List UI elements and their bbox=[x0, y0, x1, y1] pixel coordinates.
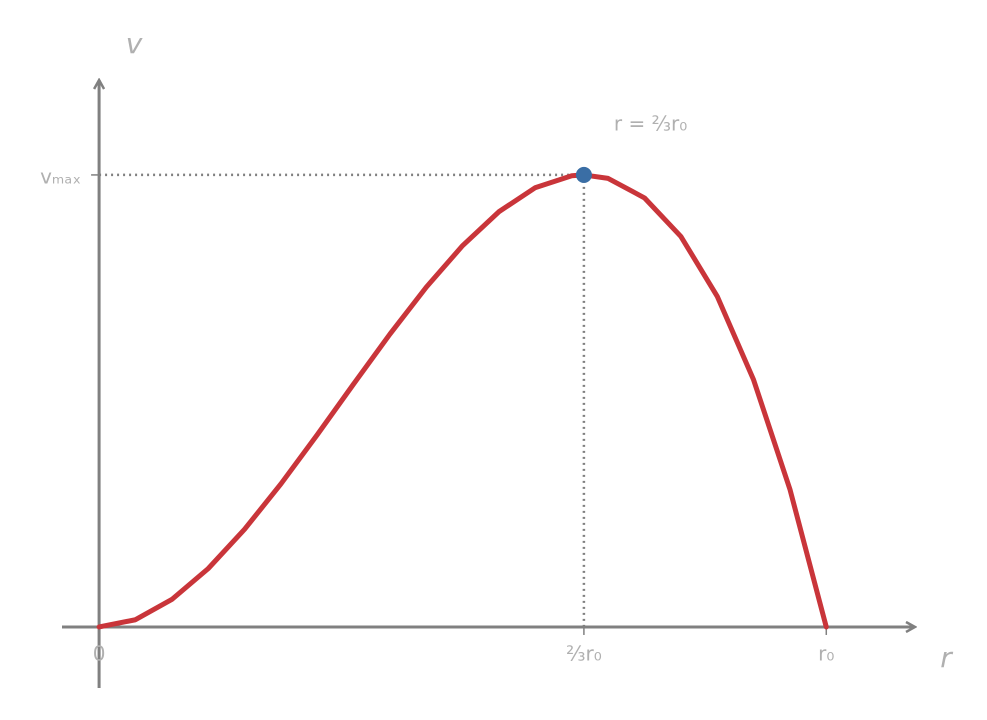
curve bbox=[96, 172, 829, 630]
annotation: r = ⅔r₀ bbox=[614, 111, 687, 135]
x-tick-label: ⅔r₀ bbox=[566, 641, 602, 665]
x-tick-label: 0 bbox=[93, 641, 106, 665]
y-axis-label: v bbox=[126, 27, 143, 60]
x-tick-label: r₀ bbox=[818, 641, 834, 665]
x-axis-label: r bbox=[940, 641, 953, 674]
y-tick-label: vₘₐₓ bbox=[40, 164, 81, 188]
max-point bbox=[575, 166, 592, 183]
